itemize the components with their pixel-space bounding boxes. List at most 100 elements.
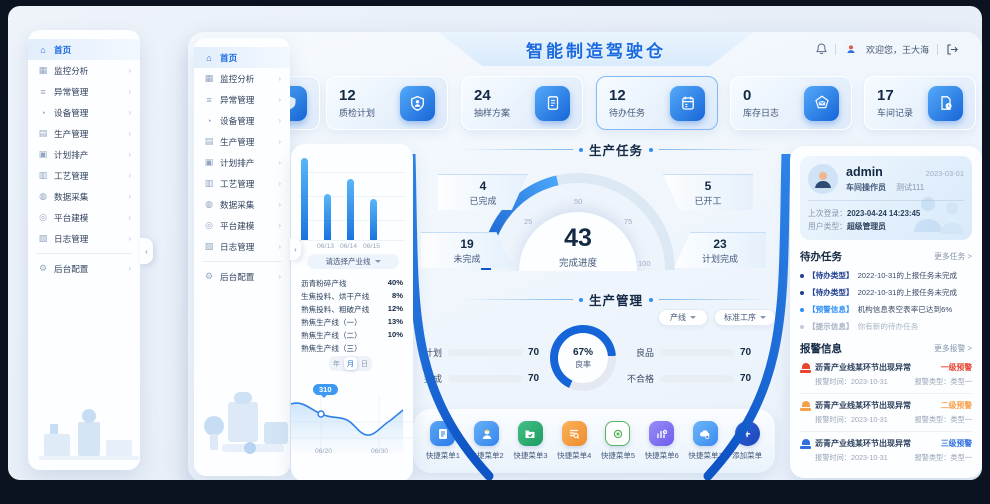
stat-card-sampling-plan[interactable]: 24 抽样方案 <box>461 76 583 130</box>
sidebar-item-exception[interactable]: ≡ 异常管理 › <box>28 81 140 102</box>
sidebar-item-data-collect[interactable]: ◍ 数据采集 › <box>194 194 290 215</box>
modeling-icon: ◎ <box>205 220 213 230</box>
app-title: 智能制造驾驶仓 <box>526 41 666 61</box>
product-line-row[interactable]: 熟焦投料、粗破产线 12% <box>301 304 403 314</box>
todo-item[interactable]: 【提示信息】 你有新的待办任务 <box>800 321 972 332</box>
sidebar-item-config[interactable]: ⚙ 后台配置 › <box>38 263 131 274</box>
production-icon: ▤ <box>204 136 214 146</box>
production-icon: ▤ <box>38 128 48 138</box>
sidebar-divider <box>202 261 282 262</box>
user-date: 2023-03-01 <box>925 169 964 178</box>
sidebar-item-process[interactable]: ▥ 工艺管理 › <box>38 170 131 181</box>
add-menu-button[interactable]: + 添加菜单 <box>732 421 762 461</box>
sidebar-item-data-collect[interactable]: ◍ 数据采集 › <box>28 186 140 207</box>
stat-card-inventory-log[interactable]: 0 库存日志 <box>730 76 852 130</box>
product-line-row[interactable]: 沥青粉碎产线 40% <box>301 278 403 288</box>
sidebar-item-modeling[interactable]: ◎ 平台建模 › <box>28 207 140 228</box>
quick-menu-4[interactable]: 快捷菜单4 <box>557 421 591 461</box>
inner-sidebar-collapse-handle[interactable]: ‹ <box>290 238 301 260</box>
x-axis-label: 06/30 <box>371 448 389 455</box>
stat-card-quality-plan[interactable]: 12 质检计划 <box>326 76 448 130</box>
plus-icon: + <box>734 421 760 446</box>
chevron-right-icon: › <box>278 158 281 167</box>
stat-card-workshop-records[interactable]: 17 车间记录 <box>864 76 976 130</box>
sidebar-divider <box>36 253 132 254</box>
sidebar-item-config[interactable]: ⚙ 后台配置 › <box>204 271 281 282</box>
sidebar-item-log[interactable]: ▧ 日志管理 › <box>38 233 131 244</box>
sidebar-item-schedule[interactable]: ▣ 计划排产 › <box>204 157 281 168</box>
x-axis-label: 06/15 <box>363 243 381 250</box>
sidebar-item-home[interactable]: ⌂ 首页 <box>194 47 290 68</box>
quick-menu-5[interactable]: 快捷菜单5 <box>601 421 635 461</box>
siren-icon <box>800 362 811 373</box>
quick-menu-3[interactable]: 快捷菜单3 <box>513 421 548 461</box>
gridline <box>299 172 405 173</box>
period-day-button[interactable]: 日 <box>361 360 368 368</box>
todo-item[interactable]: 【待办类型】 2022-10-31的上报任务未完成 <box>800 287 972 298</box>
avatar[interactable] <box>843 42 858 56</box>
sidebar-item-home[interactable]: ⌂ 首页 <box>28 39 140 60</box>
sidebar-item-device[interactable]: ◔ 设备管理 › <box>28 102 140 123</box>
stat-label: 质检计划 <box>339 108 376 118</box>
bar <box>324 194 331 240</box>
sidebar-item-device[interactable]: ◔ 设备管理 › <box>194 110 290 131</box>
outer-sidebar-collapse-handle[interactable]: ‹ <box>140 238 153 264</box>
sidebar-item-monitor[interactable]: ▦ 监控分析 › <box>38 65 131 76</box>
more-alarms-link[interactable]: 更多报警 > <box>934 344 972 353</box>
clipboard-calendar-icon <box>670 85 705 121</box>
todo-header: 待办任务 更多任务 > <box>800 251 972 263</box>
product-line-row[interactable]: 熟焦生产线（二） 10% <box>301 330 403 340</box>
more-tasks-link[interactable]: 更多任务 > <box>934 252 972 261</box>
todo-item[interactable]: 【待办类型】 2022-10-31的上报任务未完成 <box>800 270 972 281</box>
device-icon: ◔ <box>206 115 212 126</box>
worker-icon <box>474 421 500 446</box>
sidebar-item-production[interactable]: ▤ 生产管理 › <box>38 128 131 139</box>
line-chart-tooltip: 310 <box>313 384 338 398</box>
gauge-value: 43 <box>564 224 592 252</box>
avatar <box>808 164 838 194</box>
chevron-right-icon: › <box>278 116 281 125</box>
line-filter-dropdown[interactable]: 产线 <box>658 309 708 326</box>
file-clock-icon <box>928 85 963 121</box>
quick-menu-7[interactable]: 快捷菜单7 <box>688 421 723 461</box>
sidebar-item-exception[interactable]: ≡ 异常管理 › <box>194 89 290 110</box>
alarm-item[interactable]: 沥青产业线某环节出现异常 三级预警 报警时间：2023-10-31 报警类型：类… <box>800 438 972 463</box>
process-filter-dropdown[interactable]: 标准工序 <box>714 309 776 326</box>
alarm-level-badge: 一级预警 <box>940 363 972 372</box>
right-panel: admin 2023-03-01 车间操作员 测试111 上次登录：2023-0… <box>790 146 982 478</box>
alarm-level-badge: 二级预警 <box>940 401 972 410</box>
gauge-label: 完成进度 <box>558 258 597 269</box>
chevron-right-icon: › <box>128 150 131 159</box>
logout-icon[interactable] <box>946 43 958 55</box>
production-line-select[interactable]: 请选择产业线 <box>307 254 399 269</box>
product-line-row[interactable]: 熟焦生产线（三） <box>301 344 362 353</box>
alarm-item[interactable]: 沥青产业线某环节出现异常 二级预警 报警时间：2023-10-31 报警类型：类… <box>800 400 972 432</box>
alarm-item[interactable]: 沥青产业线某环节出现异常 一级预警 报警时间：2023-10-31 报警类型：类… <box>800 362 972 394</box>
stat-card-todo-tasks[interactable]: 12 待办任务 <box>596 76 718 130</box>
sidebar-item-monitor[interactable]: ▦ 监控分析 › <box>204 73 281 84</box>
sidebar-item-production[interactable]: ▤ 生产管理 › <box>204 136 281 147</box>
welcome-text: 欢迎您，王大海 <box>865 44 929 55</box>
sidebar-item-log[interactable]: ▧ 日志管理 › <box>204 241 281 252</box>
period-month-button[interactable]: 月 <box>344 357 357 370</box>
bell-icon[interactable] <box>816 43 827 55</box>
quick-menu-1[interactable]: 快捷菜单1 <box>426 421 460 461</box>
product-line-row[interactable]: 熟焦生产线（一） 13% <box>301 317 403 327</box>
sidebar-item-schedule[interactable]: ▣ 计划排产 › <box>38 149 131 160</box>
gauge-tick: 100 <box>638 259 651 268</box>
todo-item[interactable]: 【预警信息】 机构信息表空表率已达到6% <box>800 304 972 315</box>
user-type: 用户类型：超级管理员 <box>808 222 886 231</box>
quick-menu-6[interactable]: 快捷菜单6 <box>645 421 679 461</box>
period-year-button[interactable]: 年 <box>333 360 340 368</box>
process-icon: ▥ <box>204 178 214 188</box>
siren-icon <box>800 400 811 411</box>
quick-menu-2[interactable]: 快捷菜单2 <box>470 421 504 461</box>
stat-value: 12 <box>609 87 626 104</box>
sidebar-item-process[interactable]: ▥ 工艺管理 › <box>204 178 281 189</box>
stat-label: 待办任务 <box>609 108 646 118</box>
home-icon: ⌂ <box>206 52 212 63</box>
gauge-tick: 50 <box>574 197 583 206</box>
product-line-row[interactable]: 生焦投料、烘干产线 8% <box>301 291 403 301</box>
x-axis-label: 06/13 <box>317 243 335 250</box>
sidebar-item-modeling[interactable]: ◎ 平台建模 › <box>194 215 290 236</box>
